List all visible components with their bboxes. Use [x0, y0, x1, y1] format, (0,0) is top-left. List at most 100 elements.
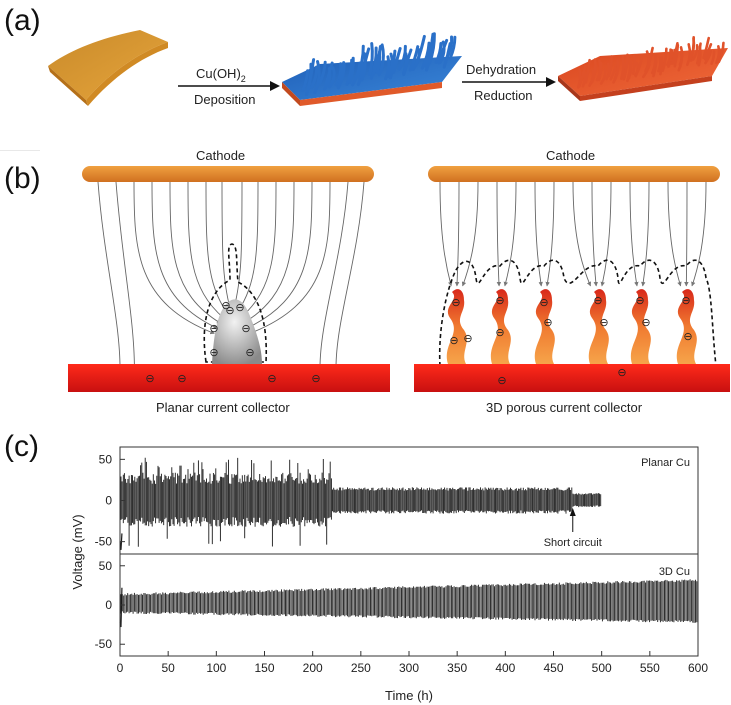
arrow-deposition [178, 81, 280, 91]
panel-a-diagram: Cu(OH)2 Deposition Dehydration Reduction [48, 30, 728, 107]
short-circuit-annotation: Short circuit [544, 508, 602, 549]
right-electrons: ⊖ ⊖ ⊖ ⊖ ⊖ ⊖ ⊖ ⊖ ⊖ ⊖ ⊖ ⊖ ⊖ ⊖ ⊖ [449, 295, 692, 387]
blue-nanowire [369, 46, 378, 80]
blue-nanowire [336, 62, 346, 90]
x-tick-label: 50 [161, 661, 175, 675]
left-caption: Planar current collector [156, 400, 290, 415]
right-caption: 3D porous current collector [486, 400, 643, 415]
x-tick-label: 300 [399, 661, 419, 675]
red-nanowire [634, 57, 643, 78]
electron-icon: ⊖ [235, 302, 244, 314]
red-nanowire [584, 58, 591, 84]
red-nanowire [657, 56, 662, 73]
field-line [245, 181, 313, 329]
cu-nanowire-sheet [558, 36, 728, 101]
blue-nanowire [415, 34, 426, 66]
left-cathode-label: Cathode [196, 148, 245, 163]
blue-nanowire [448, 35, 457, 60]
electron-icon: ⊖ [221, 300, 230, 312]
field-line [249, 181, 331, 335]
right-field-contour [438, 259, 717, 367]
y-tick-label: 0 [105, 598, 112, 612]
porous-pillar [446, 289, 467, 364]
x-tick-label: 150 [254, 661, 274, 675]
field-line [667, 181, 682, 287]
panel-label-a: (a) [4, 4, 41, 37]
blue-nanowire [397, 44, 407, 71]
porous-cu-pillars [446, 289, 697, 364]
red-nanowire [612, 64, 620, 84]
x-tick-label: 100 [206, 661, 226, 675]
step1-top-label: Cu(OH)2 [196, 66, 246, 84]
left-field-lines [97, 181, 365, 369]
red-nanowire [595, 59, 602, 82]
field-line [169, 181, 222, 324]
blue-nanowire [310, 65, 319, 89]
electron-icon: ⊖ [241, 323, 250, 335]
blue-nanowire [348, 56, 355, 84]
field-line [187, 181, 225, 319]
electron-icon: ⊖ [225, 305, 234, 317]
porous-pillar [676, 289, 697, 364]
red-nanowire [590, 58, 597, 84]
blue-nanowire [323, 61, 334, 88]
electron-icon: ⊖ [497, 375, 506, 387]
red-nanowire [607, 55, 613, 78]
field-line [600, 181, 612, 287]
panel-label-b: (b) [4, 162, 41, 195]
electron-icon: ⊖ [145, 373, 154, 385]
field-line [97, 181, 123, 369]
panel-label-c: (c) [4, 430, 39, 463]
electron-icon: ⊖ [267, 373, 276, 385]
field-line [496, 181, 502, 287]
chart-frame [119, 446, 699, 657]
field-line [454, 181, 460, 287]
y-tick-label: -50 [95, 637, 113, 651]
series-label-3d: 3D Cu [659, 566, 690, 578]
electron-icon: ⊖ [449, 335, 458, 347]
field-line [115, 181, 137, 369]
blue-nanowire [328, 66, 336, 89]
porous-pillar [630, 289, 651, 364]
blue-nanowire [313, 60, 321, 95]
y-tick-label: -50 [95, 535, 113, 549]
left-dendrite [212, 299, 262, 364]
field-line [534, 181, 543, 287]
blue-nanowire [384, 55, 391, 81]
blue-nanowire [428, 32, 436, 65]
red-nanowire [599, 68, 607, 85]
step2-bottom-label: Reduction [474, 88, 533, 103]
x-tick-label: 350 [447, 661, 467, 675]
field-line [641, 181, 650, 287]
red-nanowire [715, 45, 721, 63]
field-line [461, 181, 479, 287]
blue-nanowire [444, 35, 454, 61]
x-tick-label: 0 [117, 661, 124, 675]
blue-nanowire [371, 45, 382, 76]
field-line [242, 181, 295, 324]
left-electrons: ⊖ ⊖ ⊖ ⊖⊖⊖ ⊖⊖ ⊖⊖ ⊖ [145, 300, 320, 385]
electron-icon: ⊖ [543, 317, 552, 329]
field-line [439, 181, 453, 287]
red-nanowire [631, 54, 636, 75]
electron-icon: ⊖ [209, 347, 218, 359]
red-nanowire [620, 55, 625, 80]
blue-nanowire [408, 45, 420, 72]
field-line [691, 181, 707, 287]
red-nanowire [578, 64, 587, 85]
red-nanowire [659, 56, 664, 76]
x-tick-label: 250 [351, 661, 371, 675]
red-nanowire [609, 64, 618, 81]
electron-icon: ⊖ [463, 333, 472, 345]
field-line [317, 181, 349, 369]
blue-nanowire [420, 41, 431, 70]
field-line [572, 181, 592, 287]
x-tick-label: 600 [688, 661, 708, 675]
blue-nanowire [318, 60, 327, 85]
planar-cu-trace [120, 457, 602, 547]
electron-icon: ⊖ [177, 373, 186, 385]
red-nanowire [689, 37, 696, 61]
right-field-lines [439, 181, 707, 287]
cu-oh2-nanowire-sheet [282, 32, 462, 106]
